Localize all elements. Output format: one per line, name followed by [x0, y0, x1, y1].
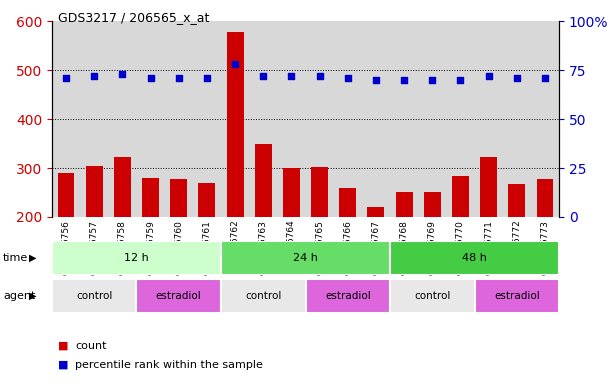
Bar	[52, 21, 80, 217]
Bar	[306, 279, 390, 313]
Text: ■: ■	[58, 341, 68, 351]
Point	[287, 73, 296, 79]
Bar	[221, 21, 249, 217]
Point	[89, 73, 99, 79]
Bar	[362, 21, 390, 217]
Bar	[108, 21, 136, 217]
Point	[258, 73, 268, 79]
Bar	[339, 188, 356, 217]
Bar	[367, 207, 384, 217]
Bar	[142, 178, 159, 217]
Point	[428, 77, 437, 83]
Bar	[136, 21, 164, 217]
Bar	[452, 176, 469, 217]
Bar	[249, 21, 277, 217]
Text: count: count	[75, 341, 107, 351]
Bar	[311, 167, 328, 217]
Bar	[424, 192, 441, 217]
Text: ▶: ▶	[29, 291, 36, 301]
Text: GDS3217 / 206565_x_at: GDS3217 / 206565_x_at	[58, 12, 210, 25]
Bar	[164, 21, 193, 217]
Bar	[52, 279, 136, 313]
Text: time: time	[3, 253, 28, 263]
Bar	[531, 21, 559, 217]
Point	[145, 75, 155, 81]
Bar	[80, 21, 108, 217]
Bar	[199, 183, 215, 217]
Bar	[503, 21, 531, 217]
Bar	[396, 192, 412, 217]
Text: ■: ■	[58, 360, 68, 370]
Text: ▶: ▶	[29, 253, 36, 263]
Bar	[221, 241, 390, 275]
Point	[456, 77, 466, 83]
Bar	[334, 21, 362, 217]
Bar	[57, 173, 75, 217]
Bar	[447, 21, 475, 217]
Point	[484, 73, 494, 79]
Bar	[114, 157, 131, 217]
Text: agent: agent	[3, 291, 35, 301]
Text: control: control	[245, 291, 282, 301]
Bar	[170, 179, 187, 217]
Point	[230, 61, 240, 67]
Text: control: control	[414, 291, 450, 301]
Text: estradiol: estradiol	[494, 291, 540, 301]
Bar	[480, 157, 497, 217]
Bar	[255, 144, 272, 217]
Text: 48 h: 48 h	[462, 253, 487, 263]
Bar	[221, 279, 306, 313]
Point	[202, 75, 212, 81]
Bar	[475, 21, 503, 217]
Bar	[390, 241, 559, 275]
Text: 24 h: 24 h	[293, 253, 318, 263]
Bar	[418, 21, 447, 217]
Point	[174, 75, 184, 81]
Text: percentile rank within the sample: percentile rank within the sample	[75, 360, 263, 370]
Bar	[277, 21, 306, 217]
Point	[540, 75, 550, 81]
Point	[399, 77, 409, 83]
Point	[61, 75, 71, 81]
Bar	[508, 184, 525, 217]
Bar	[86, 166, 103, 217]
Point	[512, 75, 522, 81]
Text: 12 h: 12 h	[124, 253, 149, 263]
Text: estradiol: estradiol	[156, 291, 202, 301]
Point	[315, 73, 324, 79]
Bar	[52, 241, 221, 275]
Bar	[136, 279, 221, 313]
Bar	[390, 279, 475, 313]
Bar	[475, 279, 559, 313]
Bar	[227, 32, 244, 217]
Bar	[536, 179, 554, 217]
Bar	[283, 168, 300, 217]
Bar	[193, 21, 221, 217]
Point	[371, 77, 381, 83]
Text: estradiol: estradiol	[325, 291, 371, 301]
Bar	[390, 21, 418, 217]
Bar	[306, 21, 334, 217]
Point	[343, 75, 353, 81]
Point	[117, 71, 127, 77]
Text: control: control	[76, 291, 112, 301]
